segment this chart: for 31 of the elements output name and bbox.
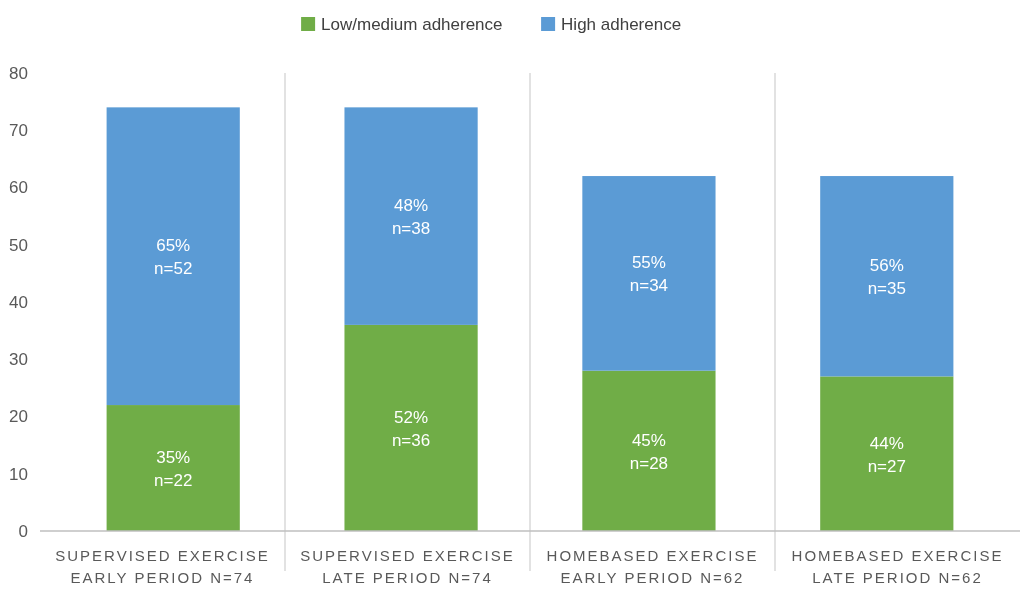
bar: [820, 376, 954, 531]
y-tick-label: 0: [18, 521, 28, 541]
x-tick-label: SUPERVISED EXERCISE LATE PERIOD N=74: [300, 547, 515, 586]
data-label: 45% n=28: [629, 430, 669, 473]
y-tick-label: 40: [9, 292, 28, 312]
x-tick-label: SUPERVISED EXERCISE EARLY PERIOD N=74: [55, 547, 270, 586]
data-label: 48% n=38: [391, 196, 431, 239]
legend-label: High adherence: [561, 14, 682, 34]
bar: [344, 107, 478, 325]
y-tick-label: 80: [9, 63, 28, 83]
bar: [820, 176, 954, 377]
data-label: 44% n=27: [867, 433, 906, 476]
data-label: 35% n=22: [154, 447, 193, 490]
legend-label: Low/medium adherence: [321, 14, 503, 34]
bar: [106, 107, 240, 406]
y-tick-label: 30: [9, 350, 28, 370]
x-tick-label: HOMEBASED EXERCISE LATE PERIOD N=62: [791, 547, 1004, 586]
bar: [582, 370, 716, 531]
y-tick-label: 70: [9, 121, 28, 141]
data-label: 52% n=36: [391, 407, 431, 450]
y-tick-label: 10: [9, 464, 28, 484]
bar: [582, 176, 716, 371]
y-tick-label: 20: [9, 407, 28, 427]
bar: [344, 324, 478, 531]
bar: [106, 405, 240, 531]
data-label: 55% n=34: [629, 253, 669, 296]
data-label: 65% n=52: [154, 236, 193, 279]
y-tick-label: 60: [9, 178, 28, 198]
x-tick-label: HOMEBASED EXERCISE EARLY PERIOD N=62: [546, 547, 759, 586]
y-tick-label: 50: [9, 235, 28, 255]
data-label: 56% n=35: [867, 256, 906, 299]
